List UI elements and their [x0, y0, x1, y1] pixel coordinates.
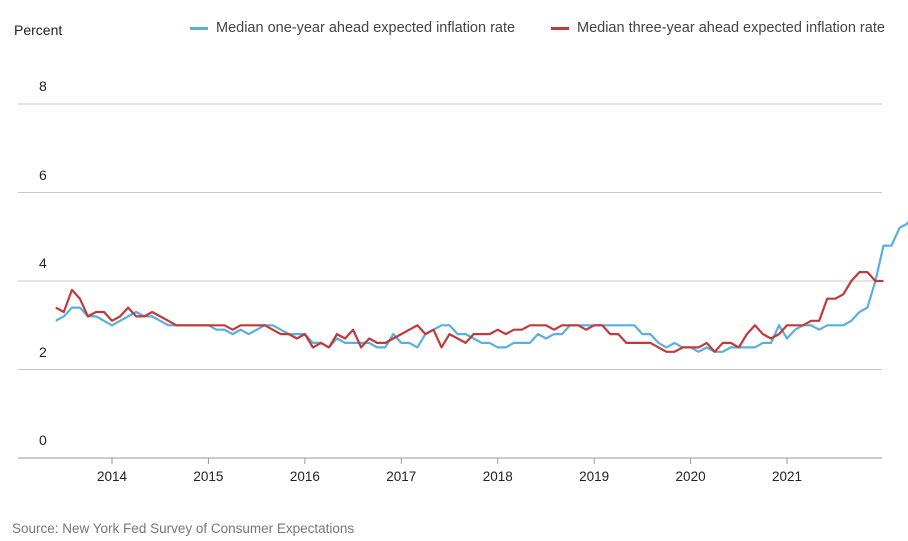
legend-item-one-year[interactable]: Median one-year ahead expected inflation… — [190, 20, 515, 36]
x-tick-label-2016: 2016 — [290, 469, 320, 484]
y-tick-label-2: 2 — [39, 343, 47, 360]
gridlines — [18, 103, 882, 459]
x-tick-label-2017: 2017 — [386, 469, 416, 484]
series-layer — [55, 219, 908, 353]
legend-item-three-year[interactable]: Median three-year ahead expected inflati… — [551, 20, 885, 36]
x-tick-label-2019: 2019 — [579, 469, 609, 484]
y-tick-label-4: 4 — [39, 255, 47, 271]
x-axis: 2014 2015 2016 2017 2018 2019 2020 2021 — [97, 458, 802, 484]
x-tick-label-2015: 2015 — [193, 469, 223, 484]
x-tick-label-2020: 2020 — [676, 469, 706, 484]
x-tick-label-2018: 2018 — [483, 469, 513, 484]
source-note: Source: New York Fed Survey of Consumer … — [12, 521, 355, 536]
legend-label-one-year: Median one-year ahead expected inflation… — [216, 20, 516, 36]
y-axis-title: Percent — [14, 22, 63, 38]
y-tick-label-0: 0 — [39, 432, 47, 448]
x-tick-label-2014: 2014 — [97, 469, 128, 484]
legend-swatch-three-year — [551, 26, 569, 30]
x-tick-label-2021: 2021 — [772, 469, 802, 484]
series-line-three-year — [55, 271, 884, 353]
series-line-one-year — [55, 219, 908, 353]
y-tick-label-6: 6 — [39, 166, 47, 183]
legend-swatch-one-year — [190, 26, 208, 30]
y-tick-label-8: 8 — [39, 78, 47, 94]
legend-label-three-year: Median three-year ahead expected inflati… — [577, 20, 885, 36]
